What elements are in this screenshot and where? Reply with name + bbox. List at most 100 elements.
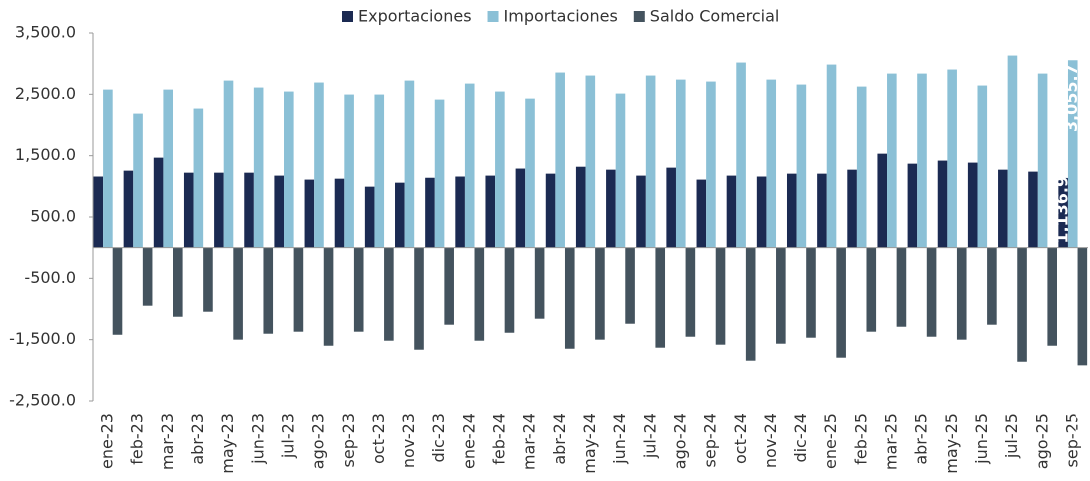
bar (353, 247, 364, 332)
bar (323, 247, 334, 346)
bar (896, 247, 907, 327)
bar (153, 157, 164, 248)
x-tick-label: feb-23 (128, 413, 147, 465)
data-label: 1,136.9 (1053, 176, 1072, 244)
bar (395, 182, 405, 248)
bar (293, 247, 304, 332)
x-tick-label: jul-24 (640, 413, 659, 459)
x-tick-label: ene-24 (459, 413, 478, 469)
bar (826, 64, 837, 248)
bar (223, 80, 234, 248)
bar (745, 247, 756, 361)
bar (504, 247, 515, 333)
bar (766, 79, 777, 248)
bar (123, 170, 134, 248)
bar (414, 247, 424, 350)
x-tick-label: nov-23 (399, 413, 418, 468)
bar (133, 113, 143, 248)
bar (384, 247, 394, 341)
bar (1067, 60, 1078, 248)
x-tick-label: mar-25 (882, 413, 901, 470)
bar (756, 176, 767, 248)
bar (666, 167, 676, 248)
bar (193, 108, 204, 248)
bar (1017, 247, 1027, 362)
bar (1028, 171, 1038, 248)
bar (464, 83, 475, 248)
x-tick-label: dic-23 (429, 413, 448, 463)
bar (575, 166, 586, 248)
y-tick-label: 3,500.0 (15, 23, 76, 42)
bar (987, 247, 997, 325)
bar (806, 247, 816, 338)
bar (183, 172, 194, 248)
y-tick-label: -2,500.0 (9, 391, 76, 410)
bar (404, 80, 415, 248)
bar (907, 163, 918, 248)
bar (1037, 73, 1048, 248)
bar (817, 173, 827, 248)
bar (595, 247, 605, 340)
bar (887, 73, 897, 248)
bar (706, 81, 716, 248)
x-tick-label: may-25 (942, 413, 961, 474)
y-tick-label: 1,500.0 (15, 145, 76, 164)
x-tick-label: ago-25 (1032, 413, 1051, 469)
bar (495, 91, 505, 248)
bar (444, 247, 454, 325)
bar (937, 160, 948, 248)
bar (253, 87, 264, 248)
bar (685, 247, 696, 337)
bar (796, 84, 807, 248)
bar (334, 178, 345, 248)
x-tick-label: abr-24 (550, 413, 569, 465)
bar (956, 247, 967, 340)
legend-label: Exportaciones (358, 7, 472, 26)
bar (615, 93, 626, 248)
x-tick-label: sep-24 (701, 413, 720, 467)
x-tick-label: feb-24 (490, 413, 509, 465)
bar (645, 75, 656, 248)
x-tick-label: jul-25 (1002, 413, 1021, 459)
bar (585, 75, 596, 248)
x-tick-label: feb-25 (851, 413, 870, 465)
data-label: 3,055.7 (1062, 64, 1081, 132)
bar (374, 94, 385, 248)
x-tick-label: mar-23 (158, 413, 177, 470)
bar (715, 247, 726, 345)
bar (455, 176, 465, 248)
x-tick-label: sep-25 (1062, 413, 1081, 467)
bar (776, 247, 786, 344)
legend-label: Importaciones (504, 7, 618, 26)
bar (998, 169, 1008, 248)
x-tick-label: jun-23 (248, 413, 267, 465)
x-tick-label: oct-24 (731, 413, 750, 464)
x-tick-label: oct-23 (369, 413, 388, 464)
bar (555, 72, 565, 248)
x-tick-label: may-24 (580, 413, 599, 474)
legend-swatch (342, 11, 353, 22)
bar (142, 247, 153, 306)
bar (917, 73, 927, 248)
x-tick-label: ago-23 (309, 413, 328, 469)
x-tick-label: abr-23 (188, 413, 207, 465)
bar (636, 175, 646, 248)
bar (214, 172, 224, 248)
bar (203, 247, 213, 312)
bar (625, 247, 635, 324)
y-tick-label: -1,500.0 (9, 329, 76, 348)
bar (926, 247, 937, 337)
bar (233, 247, 243, 340)
bar (284, 91, 294, 248)
bar (103, 89, 113, 248)
bar (274, 175, 285, 248)
x-tick-label: ene-23 (98, 413, 117, 469)
x-tick-label: ago-24 (670, 413, 689, 469)
bar (564, 247, 575, 349)
bar (515, 168, 526, 248)
x-tick-label: may-23 (218, 413, 237, 474)
bar (525, 98, 535, 248)
bar (847, 169, 857, 248)
x-tick-label: dic-24 (791, 413, 810, 463)
bar (364, 186, 375, 248)
